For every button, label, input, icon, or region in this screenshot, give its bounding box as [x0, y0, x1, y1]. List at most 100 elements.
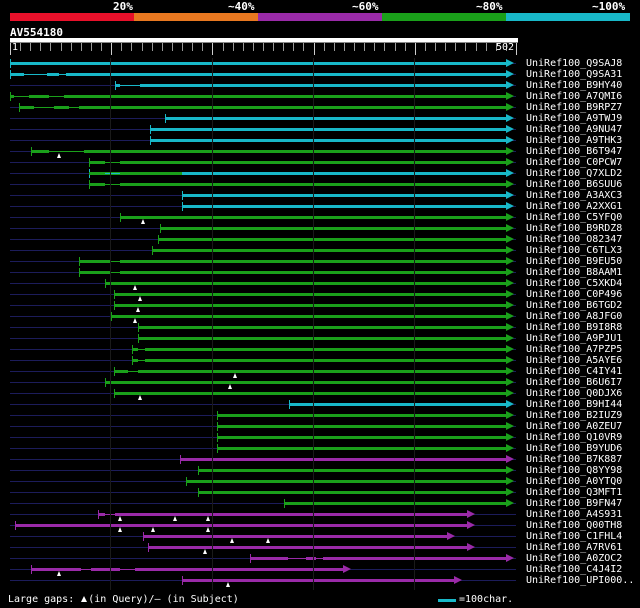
hit-label[interactable]: UniRef100_A3AXC3 [526, 190, 623, 201]
hit-row[interactable]: UniRef100_C0PCW7 [0, 157, 640, 168]
hit-label[interactable]: UniRef100_Q7XLD2 [526, 168, 623, 179]
hit-label[interactable]: UniRef100_B6U6I7 [526, 377, 623, 388]
hit-label[interactable]: UniRef100_B9I8R8 [526, 322, 623, 333]
hit-row[interactable]: UniRef100_Q8YY98 [0, 465, 640, 476]
hit-label[interactable]: UniRef100_C5XKD4 [526, 278, 623, 289]
hit-row[interactable]: UniRef100_A9NU47 [0, 124, 640, 135]
hit-row[interactable]: UniRef100_C6TLX3 [0, 245, 640, 256]
hit-row[interactable]: UniRef100_A5AYE6 [0, 355, 640, 366]
hit-label[interactable]: UniRef100_A0ZEU7 [526, 421, 623, 432]
hit-label[interactable]: UniRef100_A0YTQ0 [526, 476, 623, 487]
hit-label[interactable]: UniRef100_B6SUU6 [526, 179, 623, 190]
hit-label[interactable]: UniRef100_B9FN47 [526, 498, 623, 509]
hit-row[interactable]: UniRef100_C1FHL4 [0, 531, 640, 543]
hit-label[interactable]: UniRef100_A7QMI6 [526, 91, 623, 102]
hit-row[interactable]: UniRef100_B9RDZ8 [0, 223, 640, 234]
hit-row[interactable]: UniRef100_B6SUU6 [0, 179, 640, 190]
hit-label[interactable]: UniRef100_A4S931 [526, 509, 623, 520]
hit-label[interactable]: UniRef100_C4J4I2 [526, 564, 623, 575]
hit-row[interactable]: UniRef100_A7QMI6 [0, 91, 640, 102]
hit-row[interactable]: UniRef100_B2IUZ9 [0, 410, 640, 421]
hit-label[interactable]: UniRef100_C4IY41 [526, 366, 623, 377]
hit-row[interactable]: UniRef100_UPI000.. [0, 575, 640, 587]
hit-label[interactable]: UniRef100_Q8YY98 [526, 465, 623, 476]
hit-label[interactable]: UniRef100_B7K887 [526, 454, 623, 465]
hit-row[interactable]: UniRef100_B9HI44 [0, 399, 640, 410]
hit-row[interactable]: UniRef100_B6T947 [0, 146, 640, 158]
hit-row[interactable]: UniRef100_Q00TH8 [0, 520, 640, 532]
hit-row[interactable]: UniRef100_A0ZOC2 [0, 553, 640, 564]
hit-label[interactable]: UniRef100_A8JFG0 [526, 311, 623, 322]
hit-row[interactable]: UniRef100_C5YFQ0 [0, 212, 640, 224]
hit-row[interactable]: UniRef100_C4J4I2 [0, 564, 640, 576]
hit-label[interactable]: UniRef100_C1FHL4 [526, 531, 623, 542]
hit-row[interactable]: UniRef100_B9HY40 [0, 80, 640, 91]
hit-row[interactable]: UniRef100_B9FN47 [0, 498, 640, 509]
hit-row[interactable]: UniRef100_Q9SAJ8 [0, 58, 640, 69]
hit-label[interactable]: UniRef100_B8AAM1 [526, 267, 623, 278]
hit-label[interactable]: UniRef100_B6T947 [526, 146, 623, 157]
ruler-tick [172, 43, 173, 51]
hit-label[interactable]: UniRef100_A9THK3 [526, 135, 623, 146]
hit-label[interactable]: UniRef100_A9TWJ9 [526, 113, 623, 124]
hit-label[interactable]: UniRef100_B2IUZ9 [526, 410, 623, 421]
hit-label[interactable]: UniRef100_B9YUD6 [526, 443, 623, 454]
hit-row[interactable]: UniRef100_A9PJU1 [0, 333, 640, 344]
hit-label[interactable]: UniRef100_B9HY40 [526, 80, 623, 91]
hit-label[interactable]: UniRef100_Q9SAJ8 [526, 58, 623, 69]
hit-label[interactable]: UniRef100_B9HI44 [526, 399, 623, 410]
hit-row[interactable]: UniRef100_B9EU50 [0, 256, 640, 267]
alignment-end-arrow-icon [506, 136, 514, 144]
hit-row[interactable]: UniRef100_A8JFG0 [0, 311, 640, 323]
hit-row[interactable]: UniRef100_B6U6I7 [0, 377, 640, 389]
hit-row[interactable]: UniRef100_B8AAM1 [0, 267, 640, 278]
hit-label[interactable]: UniRef100_A0ZOC2 [526, 553, 623, 564]
hit-label[interactable]: UniRef100_A5AYE6 [526, 355, 623, 366]
hit-label[interactable]: UniRef100_C5YFQ0 [526, 212, 623, 223]
hit-row[interactable]: UniRef100_B6TGD2 [0, 300, 640, 312]
hit-label[interactable]: UniRef100_B9RPZ7 [526, 102, 623, 113]
hit-row[interactable]: UniRef100_Q7XLD2 [0, 168, 640, 179]
hit-label[interactable]: UniRef100_B9RDZ8 [526, 223, 623, 234]
hit-row[interactable]: UniRef100_A9TWJ9 [0, 113, 640, 124]
hit-row[interactable]: UniRef100_C5XKD4 [0, 278, 640, 290]
hit-label[interactable]: UniRef100_B9EU50 [526, 256, 623, 267]
hit-label[interactable]: UniRef100_Q0DJX6 [526, 388, 623, 399]
hit-label[interactable]: UniRef100_Q9SA31 [526, 69, 623, 80]
hit-label[interactable]: UniRef100_Q00TH8 [526, 520, 623, 531]
hit-row[interactable]: UniRef100_Q9SA31 [0, 69, 640, 80]
hit-row[interactable]: UniRef100_A3AXC3 [0, 190, 640, 201]
hit-row[interactable]: UniRef100_B9I8R8 [0, 322, 640, 333]
hit-label[interactable]: UniRef100_C0P496 [526, 289, 623, 300]
hit-row[interactable]: UniRef100_C4IY41 [0, 366, 640, 378]
hit-label[interactable]: UniRef100_Q10VR9 [526, 432, 623, 443]
hit-row[interactable]: UniRef100_A7RV61 [0, 542, 640, 554]
hit-row[interactable]: UniRef100_A0YTQ0 [0, 476, 640, 487]
hit-row[interactable]: UniRef100_Q10VR9 [0, 432, 640, 443]
hit-row[interactable]: UniRef100_B9RPZ7 [0, 102, 640, 113]
hit-row[interactable]: UniRef100_A0ZEU7 [0, 421, 640, 432]
hit-row[interactable]: UniRef100_A2XXG1 [0, 201, 640, 212]
hit-label[interactable]: UniRef100_A7RV61 [526, 542, 623, 553]
hit-label[interactable]: UniRef100_A9NU47 [526, 124, 623, 135]
hit-row[interactable]: UniRef100_B7K887 [0, 454, 640, 465]
hit-row[interactable]: UniRef100_Q0DJX6 [0, 388, 640, 400]
hit-label[interactable]: UniRef100_A7PZP5 [526, 344, 623, 355]
hit-row[interactable]: UniRef100_A7PZP5 [0, 344, 640, 355]
hit-label[interactable]: UniRef100_C0PCW7 [526, 157, 623, 168]
hit-label[interactable]: UniRef100_A9PJU1 [526, 333, 623, 344]
hit-label[interactable]: UniRef100_A2XXG1 [526, 201, 623, 212]
hit-label[interactable]: UniRef100_O82347 [526, 234, 623, 245]
hit-row[interactable]: UniRef100_O82347 [0, 234, 640, 245]
hit-row[interactable]: UniRef100_B9YUD6 [0, 443, 640, 454]
hit-label[interactable]: UniRef100_C6TLX3 [526, 245, 623, 256]
hit-label[interactable]: UniRef100_B6TGD2 [526, 300, 623, 311]
alignment-segment [79, 271, 110, 274]
hit-label[interactable]: UniRef100_Q3MFT1 [526, 487, 623, 498]
hit-row[interactable]: UniRef100_A9THK3 [0, 135, 640, 146]
hit-row[interactable]: UniRef100_A4S931 [0, 509, 640, 521]
hit-row[interactable]: UniRef100_Q3MFT1 [0, 487, 640, 498]
hit-track [10, 503, 516, 504]
hit-row[interactable]: UniRef100_C0P496 [0, 289, 640, 301]
hit-label[interactable]: UniRef100_UPI000.. [526, 575, 635, 586]
